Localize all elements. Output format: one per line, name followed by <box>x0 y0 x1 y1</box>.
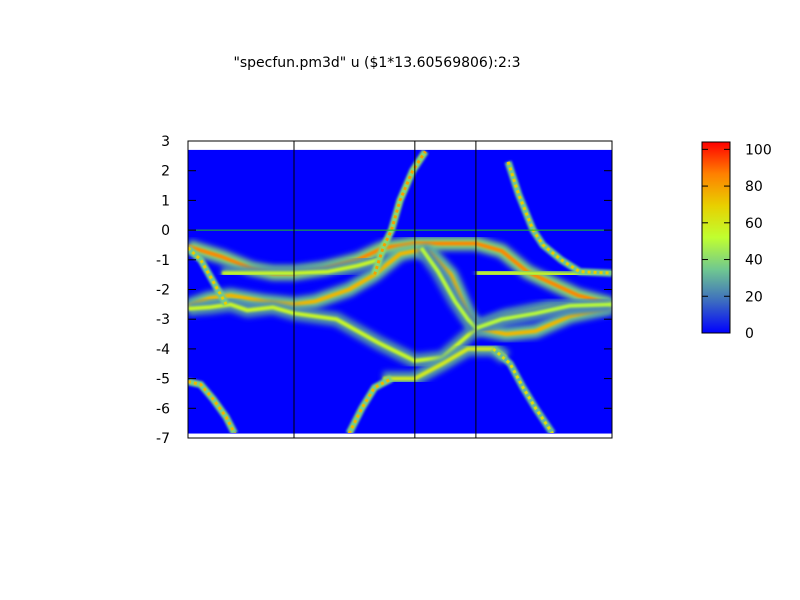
y-tick-label: -4 <box>156 342 170 358</box>
y-tick-label: -3 <box>156 312 170 328</box>
y-tick-label: -6 <box>156 401 170 417</box>
band-1 <box>188 248 612 337</box>
colorbar-tick-label: 100 <box>745 142 772 158</box>
steep-band-2 <box>347 377 393 433</box>
band-7 <box>475 302 612 330</box>
colorbar-gradient <box>701 141 731 334</box>
colorbar-tick-label: 0 <box>745 326 754 342</box>
y-tick-label: -1 <box>156 253 170 269</box>
steep-band-glow-0 <box>188 245 230 307</box>
y-tick-label: 0 <box>161 223 170 239</box>
colorbar-tick-label: 40 <box>745 253 763 269</box>
y-tick-label: 1 <box>161 193 170 209</box>
colorbar-tick-label: 20 <box>745 289 763 305</box>
y-tick-label: -5 <box>156 372 170 388</box>
colorbar-tick-label: 60 <box>745 216 763 232</box>
steep-band-5 <box>492 347 554 433</box>
y-tick-label: 2 <box>161 164 170 180</box>
y-tick-label: -2 <box>156 283 170 299</box>
y-tick-label: -7 <box>156 431 170 447</box>
steep-band-1 <box>188 380 236 433</box>
y-axis: 3 2 1 0 -1 -2 -3 -4 -5 -6 -7 <box>156 134 612 447</box>
steep-band-4 <box>506 161 612 275</box>
chart-title: "specfun.pm3d" u ($1*13.60569806):2:3 <box>233 55 520 71</box>
band-5 <box>419 246 478 330</box>
colorbar-tick-label: 80 <box>745 179 763 195</box>
reference-lines <box>188 141 612 438</box>
y-tick-label: 3 <box>161 134 170 150</box>
band-3 <box>221 257 380 276</box>
colorbar: 0 20 40 60 80 100 <box>701 141 772 342</box>
